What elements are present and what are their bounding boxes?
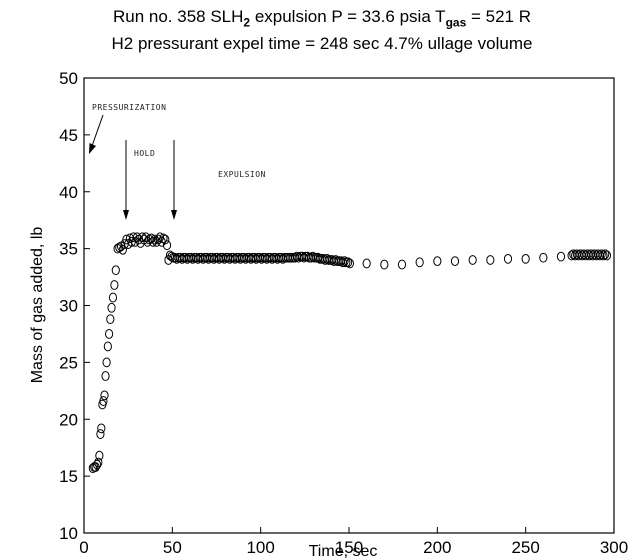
data-point [521,253,530,264]
data-point [129,232,138,243]
data-point [362,258,371,269]
y-axis-label: Mass of gas added, lb [29,227,46,384]
data-point [106,314,115,325]
data-point [433,256,442,267]
title-text-a: Run no. 358 SLH [112,7,244,26]
title-text-b: expulsion P = 33.6 psia T [250,7,446,26]
data-point [103,341,112,352]
data-point [556,251,566,262]
y-tick-label: 40 [59,183,78,202]
data-point [597,249,606,260]
data-point [107,302,116,313]
y-tick-label: 10 [59,524,78,543]
data-point [92,459,102,470]
data-point [539,252,548,263]
data-point [148,236,157,247]
data-point [340,256,349,267]
y-tick-label: 45 [59,126,78,145]
data-point [97,423,106,434]
data-point [486,255,495,265]
pressurization-arrow-head [89,143,96,154]
data-point [468,255,477,265]
data-point [162,240,172,251]
data-point [95,450,104,461]
data-point [101,371,110,381]
data-point [602,250,612,261]
data-point [599,250,608,261]
data-point [345,258,354,269]
data-point [94,457,103,468]
y-tick-label: 25 [59,353,78,372]
y-tick-label: 30 [59,297,78,316]
expulsion-annotation: EXPULSION [218,170,266,179]
data-points [88,232,612,474]
x-tick-label: 200 [423,538,451,557]
y-tick-label: 50 [59,69,78,88]
hold-annotation: HOLD [134,149,155,158]
data-point [344,257,353,268]
x-tick-label: 300 [600,538,628,557]
data-point [104,329,114,339]
y-tick-label: 15 [59,467,78,486]
hold-marker-arrow-head [123,210,129,220]
data-point [450,256,460,267]
y-tick-label: 35 [59,240,78,259]
data-point [102,357,111,368]
pressurization-arrow-line [91,114,104,147]
data-point [161,234,170,245]
title-subscript-2: 2 [243,15,251,30]
x-axis: 0 50 100 150 200 250 300 [79,527,628,557]
pressurization-annotation: PRESSURIZATION [92,103,166,112]
data-point [380,259,389,270]
data-point [100,390,109,401]
data-point [415,257,424,268]
y-tick-label: 20 [59,410,78,429]
x-tick-label: 0 [79,538,88,557]
plot-frame [83,77,615,534]
x-axis-label: Time, sec [309,543,378,560]
data-point [108,292,118,303]
data-point [155,232,165,243]
chart-title-line-1: Run no. 358 SLH2 expulsion P = 33.6 psia… [0,7,644,32]
x-tick-label: 150 [335,538,363,557]
data-point [110,280,119,290]
data-point [96,429,105,439]
expulsion-marker-arrow-head [171,210,177,220]
x-tick-label: 100 [246,538,274,557]
data-point [118,244,127,255]
data-point [397,259,407,270]
x-tick-label: 50 [163,538,182,557]
y-axis: 10 15 20 25 30 35 40 45 50 [59,69,90,543]
data-point [111,265,120,276]
data-point [503,253,513,264]
data-point [601,249,610,260]
title-subscript-gas: gas [445,15,467,30]
data-point [99,396,108,406]
title-text-c: = 521 R [466,7,532,26]
x-tick-label: 250 [511,538,539,557]
chart-title-line-2: H2 pressurant expel time = 248 sec 4.7% … [111,34,533,53]
